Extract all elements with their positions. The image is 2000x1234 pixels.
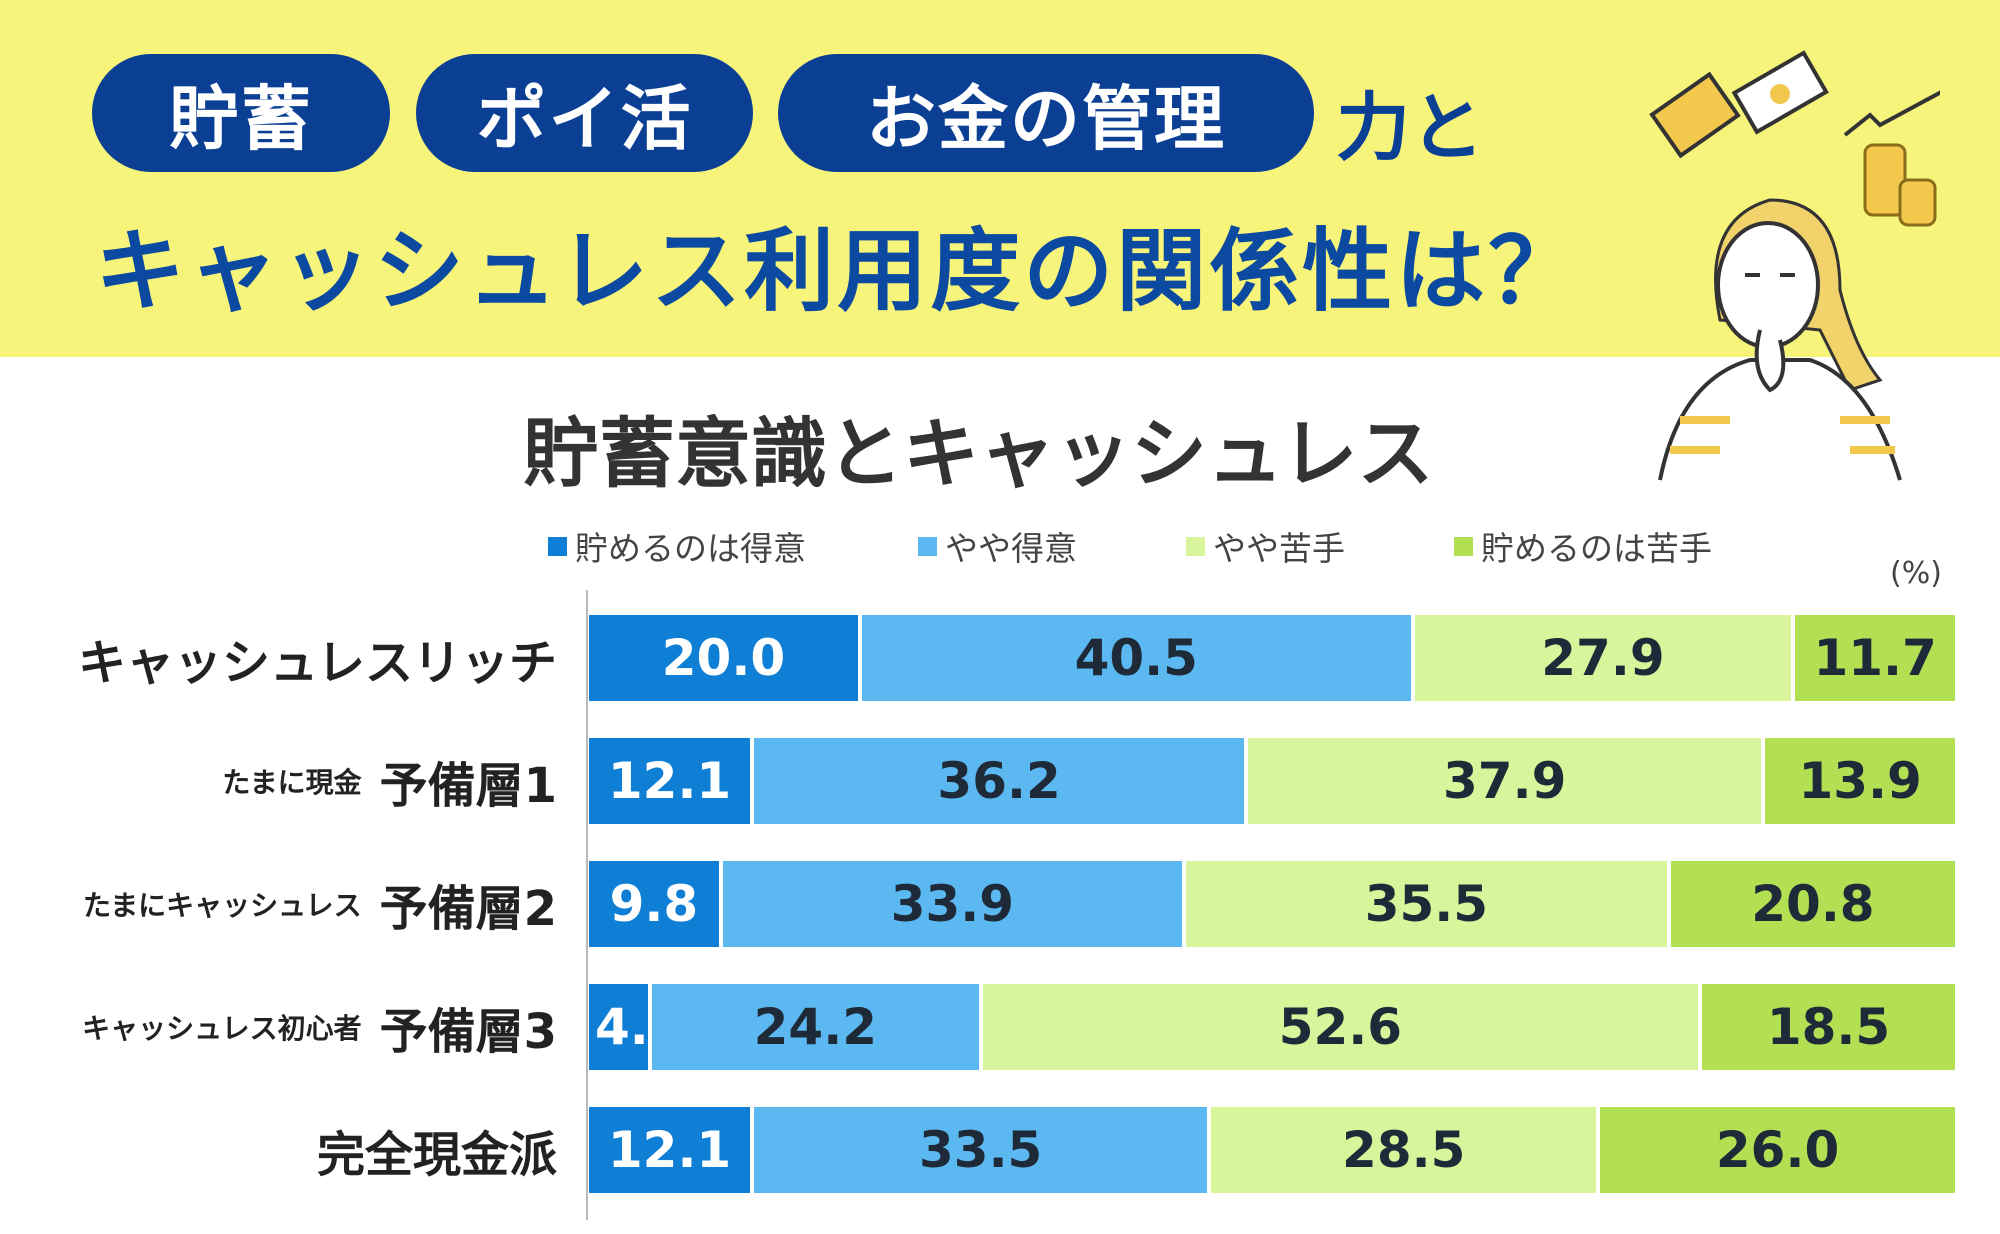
category-prefix: キャッシュレス初心者 [82, 1012, 362, 1045]
data-label: 9.8 [609, 875, 699, 933]
data-label: 37.9 [1443, 752, 1567, 810]
bar-segment: 20.8 [1670, 861, 1955, 947]
data-label: 11.7 [1813, 629, 1937, 687]
pill-money-management: お金の管理 [778, 54, 1314, 172]
bar-segment: 37.9 [1248, 738, 1766, 824]
category-name: 予備層1 [379, 758, 557, 814]
category-label: キャッシュレス初心者 予備層3 [82, 984, 557, 1070]
legend-label: やや得意 [945, 529, 1077, 568]
category-label: 完全現金派 [317, 1107, 557, 1193]
category-prefix: たまに現金 [222, 766, 362, 799]
data-label: 36.2 [937, 752, 1061, 810]
data-label: 28.5 [1342, 1121, 1466, 1179]
category-prefix: たまにキャッシュレス [82, 889, 362, 922]
legend-item: やや苦手 [1186, 522, 1345, 570]
bar-segment: 9.8 [589, 861, 723, 947]
data-label: 27.9 [1541, 629, 1665, 687]
unit-label: (%) [1890, 556, 1942, 591]
category-axis [586, 590, 588, 1220]
data-label: 20.0 [661, 629, 786, 687]
bar-segment: 27.9 [1414, 615, 1796, 701]
data-label: 52.6 [1278, 998, 1403, 1056]
bar-segment: 33.5 [754, 1107, 1212, 1193]
coin-stack-icon [1863, 143, 1937, 227]
data-label: 33.9 [890, 875, 1015, 933]
thinking-woman-icon [1658, 198, 1902, 481]
bar-segment: 33.9 [722, 861, 1186, 947]
category-name: 完全現金派 [316, 1127, 557, 1183]
bar-segment: 12.1 [589, 1107, 755, 1193]
bar-segment: 35.5 [1185, 861, 1671, 947]
data-label: 13.9 [1798, 752, 1922, 810]
legend-label: 貯めるのは得意 [575, 529, 806, 568]
bar-segment: 52.6 [982, 984, 1703, 1070]
bar-segment: 36.2 [754, 738, 1249, 824]
data-label: 18.5 [1766, 998, 1891, 1056]
pill-poikatsu: ポイ活 [416, 54, 753, 172]
bar-segment: 28.5 [1211, 1107, 1601, 1193]
bar-segment: 24.2 [651, 984, 983, 1070]
legend-swatch [548, 536, 567, 556]
legend-item: 貯めるのは得意 [548, 522, 806, 570]
category-label: たまに現金 予備層1 [222, 738, 557, 824]
category-name: 予備層2 [379, 881, 557, 937]
legend-swatch [1186, 536, 1205, 556]
bar-segment: 18.5 [1702, 984, 1955, 1070]
pill-saving: 貯蓄 [92, 54, 390, 172]
data-label: 33.5 [918, 1121, 1043, 1179]
bar-segment: 26.0 [1600, 1107, 1955, 1193]
data-label: 20.8 [1751, 875, 1875, 933]
pill-suffix: 力と [1336, 85, 1484, 171]
legend-label: やや苦手 [1213, 529, 1345, 568]
credit-card-icon [1649, 71, 1741, 159]
data-label: 24.2 [753, 998, 878, 1056]
data-label: 12.1 [607, 1121, 732, 1179]
banknote-icon [1731, 50, 1829, 135]
legend-swatch [918, 536, 937, 556]
bar-segment: 12.1 [589, 738, 755, 824]
rising-arrow-icon [1843, 90, 1940, 137]
data-label: 35.5 [1364, 875, 1489, 933]
data-label: 26.0 [1715, 1121, 1840, 1179]
legend-item: 貯めるのは苦手 [1454, 522, 1712, 570]
category-name: キャッシュレスリッチ [77, 635, 557, 691]
category-label: たまにキャッシュレス 予備層2 [83, 861, 557, 947]
category-name: 予備層3 [379, 1004, 557, 1060]
bar-segment: 11.7 [1795, 615, 1955, 701]
headline: キャッシュレス利用度の関係性は？ [95, 219, 1582, 324]
category-label: キャッシュレスリッチ [78, 615, 557, 701]
legend-label: 貯めるのは苦手 [1481, 529, 1712, 568]
bar-segment: 4.6 [589, 984, 684, 1070]
data-label: 40.5 [1074, 629, 1198, 687]
data-label: 12.1 [607, 752, 732, 810]
legend-item: やや得意 [918, 522, 1077, 570]
chart-title: 貯蓄意識とキャッシュレス [523, 409, 1434, 498]
bar-segment: 20.0 [589, 615, 862, 701]
legend-swatch [1454, 536, 1473, 556]
illustration [1649, 50, 1940, 481]
bar-segment: 13.9 [1765, 738, 1955, 824]
bar-segment: 40.5 [861, 615, 1415, 701]
